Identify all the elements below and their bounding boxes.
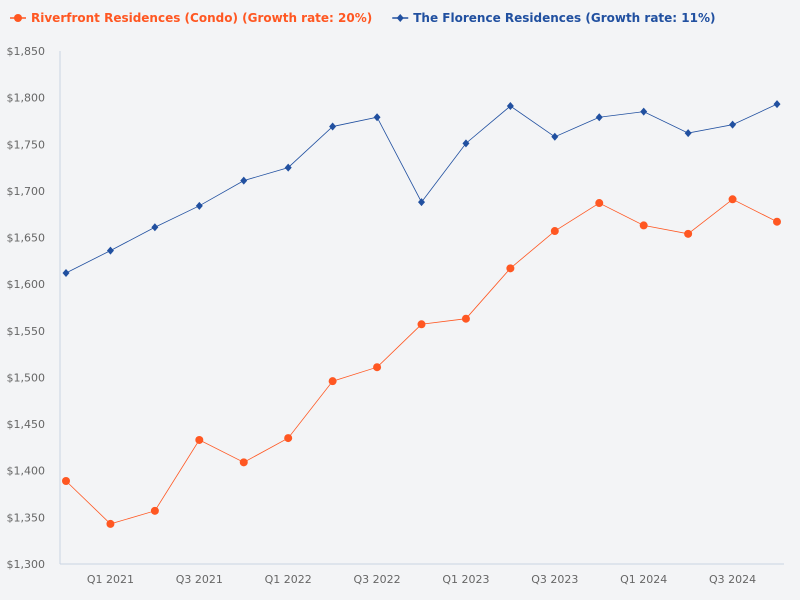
data-point: [462, 139, 470, 148]
data-point: [328, 377, 337, 386]
y-tick-label: $1,700: [7, 185, 46, 198]
legend-label: Riverfront Residences (Condo) (Growth ra…: [31, 11, 372, 25]
series-2: [62, 100, 781, 277]
data-point: [640, 107, 648, 116]
data-point: [62, 476, 70, 485]
x-tick-label: Q3 2021: [176, 573, 223, 586]
data-point: [684, 229, 693, 238]
data-point: [329, 122, 337, 131]
legend-item-2[interactable]: The Florence Residences (Growth rate: 11…: [392, 11, 715, 25]
data-point: [773, 217, 781, 226]
data-point: [639, 221, 648, 230]
data-point: [773, 100, 781, 109]
x-tick-label: Q3 2022: [353, 573, 400, 586]
data-point: [595, 199, 604, 208]
data-point: [418, 198, 425, 207]
data-point: [62, 268, 70, 277]
data-point: [728, 195, 737, 204]
y-tick-label: $1,850: [7, 45, 46, 58]
data-point: [284, 163, 292, 172]
data-point: [240, 176, 248, 185]
x-tick-label: Q3 2024: [709, 573, 756, 586]
data-point: [729, 120, 737, 129]
x-tick-label: Q1 2021: [87, 573, 134, 586]
legend-item-1[interactable]: Riverfront Residences (Condo) (Growth ra…: [10, 11, 372, 25]
x-tick-label: Q1 2024: [620, 573, 667, 586]
y-tick-label: $1,350: [7, 511, 46, 524]
series-line: [65, 103, 778, 274]
legend: Riverfront Residences (Condo) (Growth ra…: [10, 11, 715, 25]
y-tick-label: $1,500: [7, 371, 46, 384]
x-tick-label: Q3 2023: [531, 573, 578, 586]
data-point: [506, 264, 515, 273]
axes: $1,300 $1,350 $1,400 $1,450 $1,500 $1,550 $1,6…: [7, 45, 784, 586]
y-tick-label: $1,650: [7, 232, 46, 245]
data-point: [14, 14, 22, 22]
y-tick-label: $1,750: [7, 138, 46, 151]
y-tick-label: $1,550: [7, 325, 46, 338]
data-point: [195, 201, 203, 210]
data-point: [396, 14, 404, 22]
data-point: [284, 434, 293, 443]
y-tick-label: $1,800: [7, 92, 46, 105]
data-point: [195, 435, 204, 444]
data-point: [373, 113, 381, 122]
y-tick-label: $1,600: [7, 278, 46, 291]
legend-label: The Florence Residences (Growth rate: 11…: [413, 11, 715, 25]
data-point: [684, 129, 692, 138]
x-tick-label: Q1 2023: [442, 573, 489, 586]
data-point: [461, 314, 470, 323]
data-point: [550, 227, 559, 236]
y-tick-label: $1,300: [7, 558, 46, 571]
data-point: [151, 223, 159, 232]
data-point: [506, 102, 514, 111]
series-line: [65, 198, 778, 525]
data-point: [239, 458, 248, 467]
data-point: [150, 506, 159, 515]
data-point: [595, 113, 603, 122]
data-point: [106, 246, 114, 255]
plot-area: [62, 100, 781, 528]
x-tick-label: Q1 2022: [265, 573, 312, 586]
data-point: [417, 320, 426, 329]
data-point: [106, 519, 115, 528]
y-tick-label: $1,450: [7, 418, 46, 431]
y-tick-label: $1,400: [7, 465, 46, 478]
series-1: [62, 195, 781, 528]
data-point: [551, 132, 559, 141]
data-point: [373, 363, 382, 372]
